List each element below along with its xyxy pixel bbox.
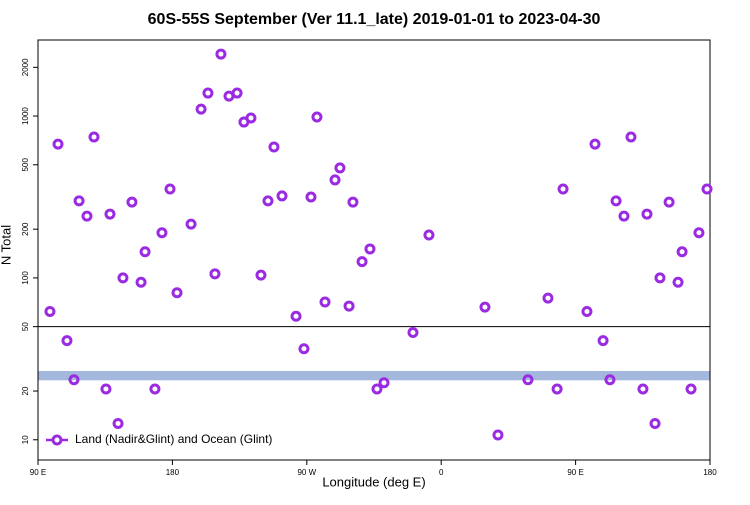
y-tick-label: 200 bbox=[21, 222, 30, 236]
y-tick-label: 50 bbox=[21, 322, 30, 331]
point bbox=[164, 183, 176, 195]
x-axis-label: Longitude (deg E) bbox=[322, 474, 425, 489]
point bbox=[625, 131, 637, 143]
point bbox=[597, 335, 609, 347]
x-tick-label: 180 bbox=[703, 468, 717, 477]
point bbox=[262, 195, 274, 207]
point bbox=[171, 287, 183, 299]
point bbox=[245, 112, 257, 124]
point bbox=[364, 243, 376, 255]
y-axis-label: N Total bbox=[0, 225, 13, 265]
point bbox=[589, 138, 601, 150]
point bbox=[68, 374, 80, 386]
x-tick-label: 90 E bbox=[30, 468, 46, 477]
point bbox=[654, 272, 666, 284]
point bbox=[73, 195, 85, 207]
point bbox=[672, 276, 684, 288]
point bbox=[100, 383, 112, 395]
point bbox=[701, 183, 713, 195]
point bbox=[139, 246, 151, 258]
point bbox=[649, 418, 661, 430]
point bbox=[557, 183, 569, 195]
point bbox=[215, 48, 227, 60]
point bbox=[298, 343, 310, 355]
point bbox=[492, 429, 504, 441]
point bbox=[581, 306, 593, 318]
point bbox=[202, 87, 214, 99]
x-tick-label: 180 bbox=[166, 468, 180, 477]
point bbox=[185, 218, 197, 230]
point bbox=[104, 208, 116, 220]
legend-marker bbox=[51, 434, 63, 446]
point bbox=[343, 300, 355, 312]
point bbox=[618, 210, 630, 222]
point bbox=[52, 138, 64, 150]
point bbox=[117, 272, 129, 284]
point bbox=[61, 335, 73, 347]
y-tick-label: 1000 bbox=[21, 107, 30, 125]
point bbox=[276, 190, 288, 202]
y-tick-label: 100 bbox=[21, 271, 30, 285]
point bbox=[378, 377, 390, 389]
point bbox=[610, 195, 622, 207]
point bbox=[319, 296, 331, 308]
point bbox=[407, 326, 419, 338]
y-tick-label: 10 bbox=[21, 435, 30, 444]
point bbox=[112, 418, 124, 430]
point bbox=[88, 131, 100, 143]
point bbox=[522, 374, 534, 386]
point bbox=[231, 87, 243, 99]
x-tick-label: 0 bbox=[439, 468, 444, 477]
point bbox=[195, 103, 207, 115]
y-tick-label: 2000 bbox=[21, 58, 30, 76]
point bbox=[44, 306, 56, 318]
chart-title: 60S-55S September (Ver 11.1_late) 2019-0… bbox=[148, 11, 601, 28]
point bbox=[209, 268, 221, 280]
point bbox=[685, 383, 697, 395]
point bbox=[479, 301, 491, 313]
point bbox=[641, 208, 653, 220]
point bbox=[663, 196, 675, 208]
point bbox=[637, 383, 649, 395]
point bbox=[423, 229, 435, 241]
point bbox=[356, 256, 368, 268]
plot-frame bbox=[37, 39, 711, 461]
point bbox=[676, 246, 688, 258]
y-tick-label: 500 bbox=[21, 158, 30, 172]
point bbox=[149, 383, 161, 395]
point bbox=[126, 196, 138, 208]
band bbox=[38, 371, 710, 381]
point bbox=[604, 374, 616, 386]
legend-label: Land (Nadir&Glint) and Ocean (Glint) bbox=[75, 432, 272, 446]
point bbox=[135, 276, 147, 288]
point bbox=[268, 141, 280, 153]
point bbox=[311, 111, 323, 123]
point bbox=[542, 292, 554, 304]
point bbox=[290, 310, 302, 322]
point bbox=[693, 227, 705, 239]
point bbox=[156, 227, 168, 239]
point bbox=[371, 383, 383, 395]
point bbox=[551, 383, 563, 395]
y-tick-label: 20 bbox=[21, 386, 30, 395]
point bbox=[255, 269, 267, 281]
point bbox=[305, 191, 317, 203]
point bbox=[334, 162, 346, 174]
point bbox=[329, 174, 341, 186]
x-tick-label: 90 E bbox=[567, 468, 583, 477]
point bbox=[347, 196, 359, 208]
x-tick-label: 90 W bbox=[297, 468, 316, 477]
point bbox=[81, 210, 93, 222]
